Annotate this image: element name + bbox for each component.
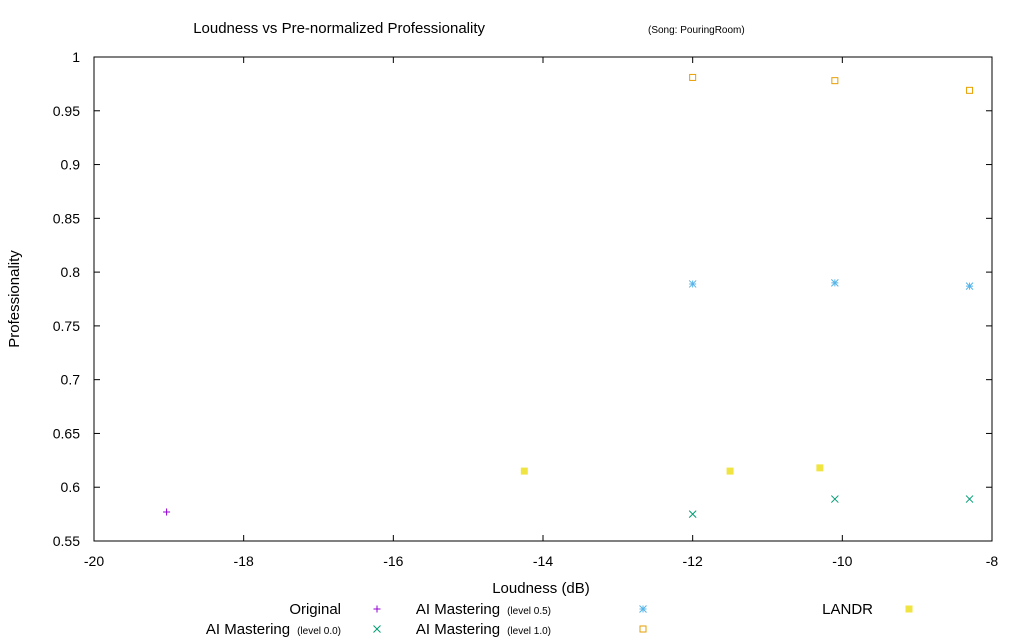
chart-title: Loudness vs Pre-normalized Professionali… bbox=[193, 20, 485, 37]
y-tick-label: 0.7 bbox=[61, 372, 81, 388]
x-tick-label: -20 bbox=[84, 553, 104, 569]
x-tick-label: -12 bbox=[683, 553, 703, 569]
legend-label-series-0: Original bbox=[289, 601, 341, 618]
legend-label-series-4: LANDR bbox=[822, 601, 873, 618]
data-point-series-3 bbox=[966, 86, 974, 94]
y-tick-label: 0.6 bbox=[61, 479, 81, 495]
data-point-series-4 bbox=[726, 467, 734, 475]
y-tick-label: 0.55 bbox=[53, 533, 80, 549]
data-point-series-2 bbox=[830, 279, 839, 287]
data-points bbox=[163, 73, 974, 518]
legend-label-series-1: AI Mastering (level 0.0) bbox=[206, 621, 341, 638]
data-point-series-1 bbox=[688, 510, 697, 518]
plot-area-border bbox=[93, 56, 993, 542]
data-point-series-3 bbox=[831, 77, 839, 85]
legend-marker-series-1 bbox=[373, 625, 381, 633]
legend-label-series-3: AI Mastering (level 1.0) bbox=[416, 621, 551, 638]
x-tick-label: -18 bbox=[234, 553, 254, 569]
legend-sublabel: (level 1.0) bbox=[507, 626, 551, 637]
x-tick-label: -10 bbox=[832, 553, 852, 569]
y-tick-label: 0.9 bbox=[61, 157, 81, 173]
y-tick-label: 1 bbox=[72, 49, 80, 65]
legend-name: Original bbox=[289, 601, 341, 618]
data-point-series-1 bbox=[830, 495, 839, 503]
y-tick-label: 0.65 bbox=[53, 425, 80, 441]
legend-name: LANDR bbox=[822, 601, 873, 618]
legend-name: AI Mastering bbox=[416, 601, 500, 618]
legend-sublabel: (level 0.0) bbox=[297, 626, 341, 637]
axis-ticks: -20 -18 -16 -14 -12 -10 -8 0.55 0.6 0.65 0.7 0.75 0.… bbox=[53, 49, 999, 569]
data-point-series-2 bbox=[965, 282, 974, 290]
legend-marker-series-4 bbox=[905, 605, 913, 613]
y-tick-label: 0.8 bbox=[61, 264, 81, 280]
data-point-series-4 bbox=[816, 464, 824, 472]
legend-label-series-2: AI Mastering (level 0.5) bbox=[416, 601, 551, 618]
data-point-series-2 bbox=[688, 280, 697, 288]
y-tick-label: 0.95 bbox=[53, 103, 80, 119]
y-tick-label: 0.85 bbox=[53, 210, 80, 226]
data-point-series-3 bbox=[689, 73, 697, 81]
legend-marker-series-3 bbox=[639, 625, 647, 633]
legend-marker-series-0 bbox=[373, 605, 381, 613]
x-tick-label: -16 bbox=[383, 553, 403, 569]
x-tick-label: -14 bbox=[533, 553, 553, 569]
chart-subtitle: (Song: PouringRoom) bbox=[648, 25, 745, 36]
data-point-series-1 bbox=[965, 495, 974, 503]
legend-name: AI Mastering bbox=[206, 621, 290, 638]
y-axis-label: Professionality bbox=[6, 250, 23, 348]
data-point-series-0 bbox=[163, 508, 171, 516]
legend-sublabel: (level 0.5) bbox=[507, 606, 551, 617]
legend-name: AI Mastering bbox=[416, 621, 500, 638]
legend-marker-series-2 bbox=[639, 605, 647, 613]
x-axis-label: Loudness (dB) bbox=[492, 580, 590, 597]
y-tick-label: 0.75 bbox=[53, 318, 80, 334]
x-tick-label: -8 bbox=[986, 553, 999, 569]
data-point-series-4 bbox=[520, 467, 528, 475]
